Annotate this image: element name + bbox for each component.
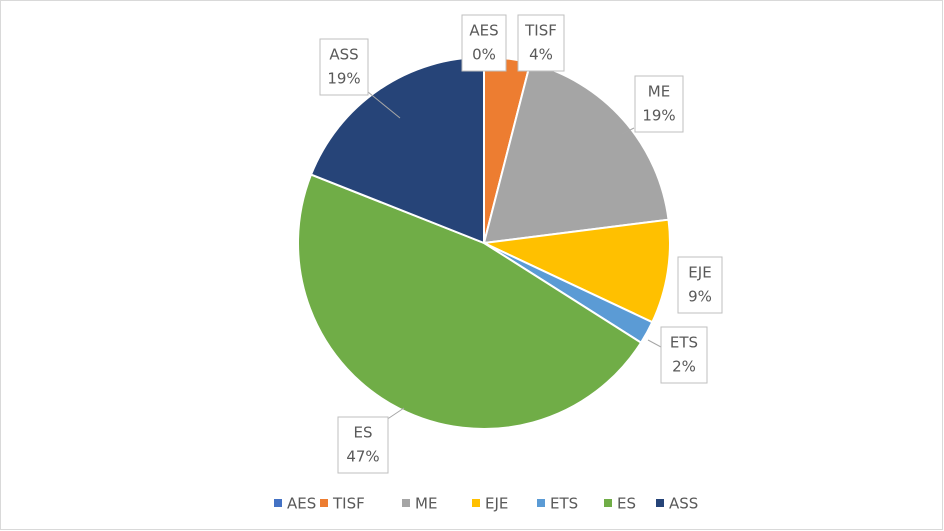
label-box (660, 326, 708, 384)
label-box (677, 256, 723, 314)
legend-label: ME (415, 495, 437, 513)
leader-line (385, 407, 405, 421)
leader-line (647, 339, 662, 348)
data-label-value: 0% (472, 46, 496, 64)
label-box (461, 14, 507, 72)
legend-label: EJE (485, 495, 508, 513)
leader-line (367, 91, 401, 119)
data-label-value: 2% (672, 358, 696, 376)
legend-swatch (656, 499, 664, 507)
label-box (634, 75, 684, 133)
data-label-value: 4% (529, 46, 553, 64)
legend-swatch (274, 499, 282, 507)
label-box (319, 38, 369, 96)
legend-label: ASS (669, 495, 698, 513)
pie-slice (297, 173, 643, 430)
data-label-value: 47% (346, 448, 379, 466)
legend-label: TISF (332, 495, 365, 513)
data-label-name: ETS (670, 334, 698, 352)
leader-line (621, 127, 635, 135)
legend-label: AES (287, 495, 316, 513)
data-label-name: ME (648, 83, 670, 101)
legend-swatch (472, 499, 480, 507)
data-label-value: 9% (688, 288, 712, 306)
legend-label: ETS (550, 495, 578, 513)
data-label-name: ES (354, 424, 373, 442)
data-label-name: TISF (524, 22, 557, 40)
data-label-name: EJE (688, 264, 711, 282)
legend-label: ES (617, 495, 636, 513)
legend-swatch (320, 499, 328, 507)
legend-swatch (604, 499, 612, 507)
pie-slice (480, 218, 671, 324)
label-box (337, 416, 389, 474)
data-label-value: 19% (327, 70, 360, 88)
legend-swatch (537, 499, 545, 507)
data-label-name: ASS (329, 46, 358, 64)
label-box (517, 14, 565, 72)
data-label-value: 19% (642, 107, 675, 125)
legend-swatch (402, 499, 410, 507)
data-label-name: AES (469, 22, 498, 40)
